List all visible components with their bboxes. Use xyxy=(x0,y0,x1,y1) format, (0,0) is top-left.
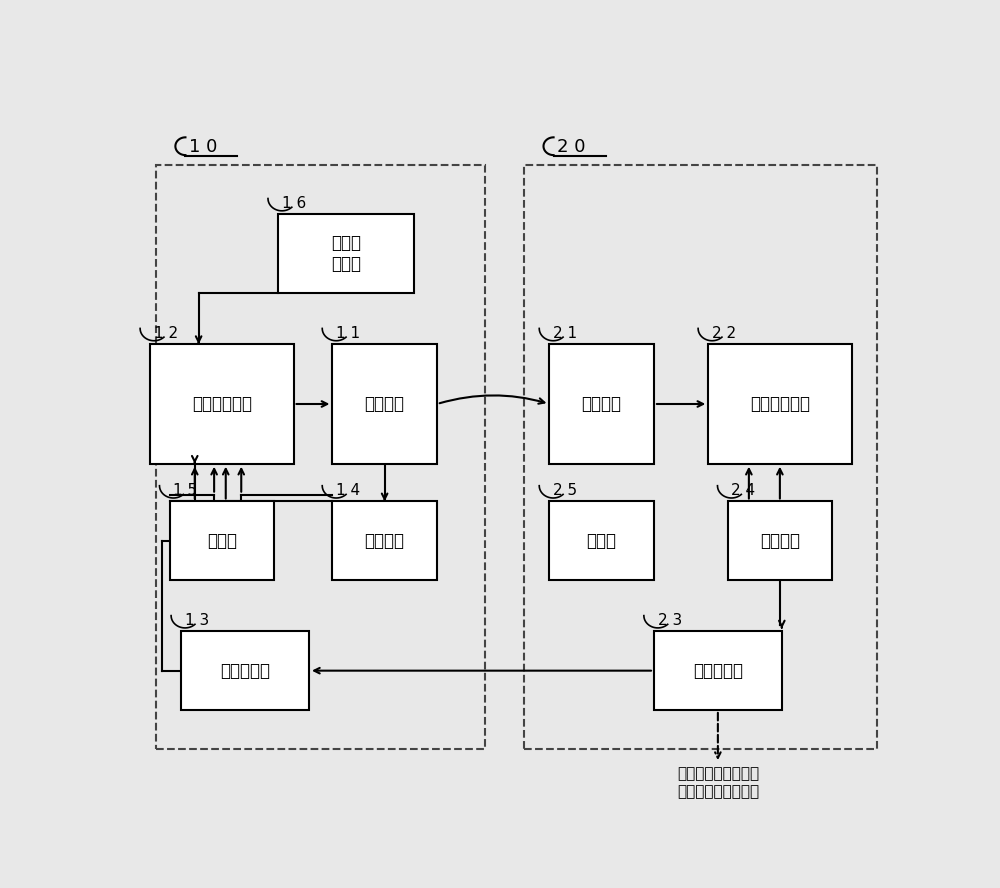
Bar xyxy=(524,164,877,749)
Bar xyxy=(728,502,832,580)
Text: 1 2: 1 2 xyxy=(154,326,178,341)
Bar xyxy=(549,502,654,580)
Text: 1 4: 1 4 xyxy=(336,483,360,498)
Bar xyxy=(549,345,654,464)
Text: 火灾信号、异常信号
（朝向火灾接收器）: 火灾信号、异常信号 （朝向火灾接收器） xyxy=(677,766,759,799)
Bar xyxy=(150,345,294,464)
Bar xyxy=(332,502,437,580)
Bar xyxy=(170,502,274,580)
Text: 2 3: 2 3 xyxy=(658,613,682,628)
Text: 2 0: 2 0 xyxy=(557,138,585,155)
Bar xyxy=(181,631,309,710)
Text: 受光部控制器: 受光部控制器 xyxy=(750,395,810,413)
Text: 送光部控制器: 送光部控制器 xyxy=(192,395,252,413)
Text: 发光元件: 发光元件 xyxy=(365,395,405,413)
Text: 1 6: 1 6 xyxy=(282,196,306,210)
Text: 2 5: 2 5 xyxy=(553,483,577,498)
Bar xyxy=(332,345,437,464)
Text: 信号输出部: 信号输出部 xyxy=(693,662,743,679)
Text: 开关组: 开关组 xyxy=(587,532,617,550)
Text: 2 1: 2 1 xyxy=(553,326,577,341)
Text: 2 4: 2 4 xyxy=(731,483,756,498)
Text: 显示灯组: 显示灯组 xyxy=(760,532,800,550)
Text: 1 1: 1 1 xyxy=(336,326,360,341)
Bar xyxy=(156,164,485,749)
Text: 显示灯组: 显示灯组 xyxy=(365,532,405,550)
Text: 受光元件: 受光元件 xyxy=(582,395,622,413)
Text: 1 5: 1 5 xyxy=(173,483,198,498)
Text: 信号输入部: 信号输入部 xyxy=(220,662,270,679)
Text: 1 0: 1 0 xyxy=(189,138,217,155)
Bar xyxy=(278,214,414,293)
Bar xyxy=(654,631,782,710)
Text: 1 3: 1 3 xyxy=(185,613,209,628)
Text: 开关组: 开关组 xyxy=(207,532,237,550)
Text: 2 2: 2 2 xyxy=(712,326,736,341)
Text: 发光量
设定部: 发光量 设定部 xyxy=(331,234,361,273)
Bar xyxy=(708,345,852,464)
